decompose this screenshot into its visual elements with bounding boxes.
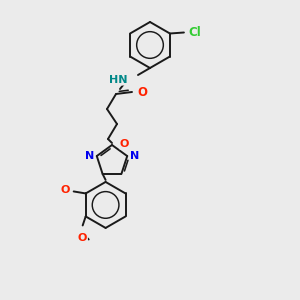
- Text: O: O: [60, 185, 70, 195]
- Text: N: N: [85, 151, 94, 161]
- Text: O: O: [78, 233, 87, 243]
- Text: O: O: [120, 139, 129, 149]
- Text: N: N: [130, 151, 140, 161]
- Text: Cl: Cl: [188, 26, 201, 39]
- Text: HN: HN: [110, 75, 128, 85]
- Text: O: O: [137, 85, 147, 98]
